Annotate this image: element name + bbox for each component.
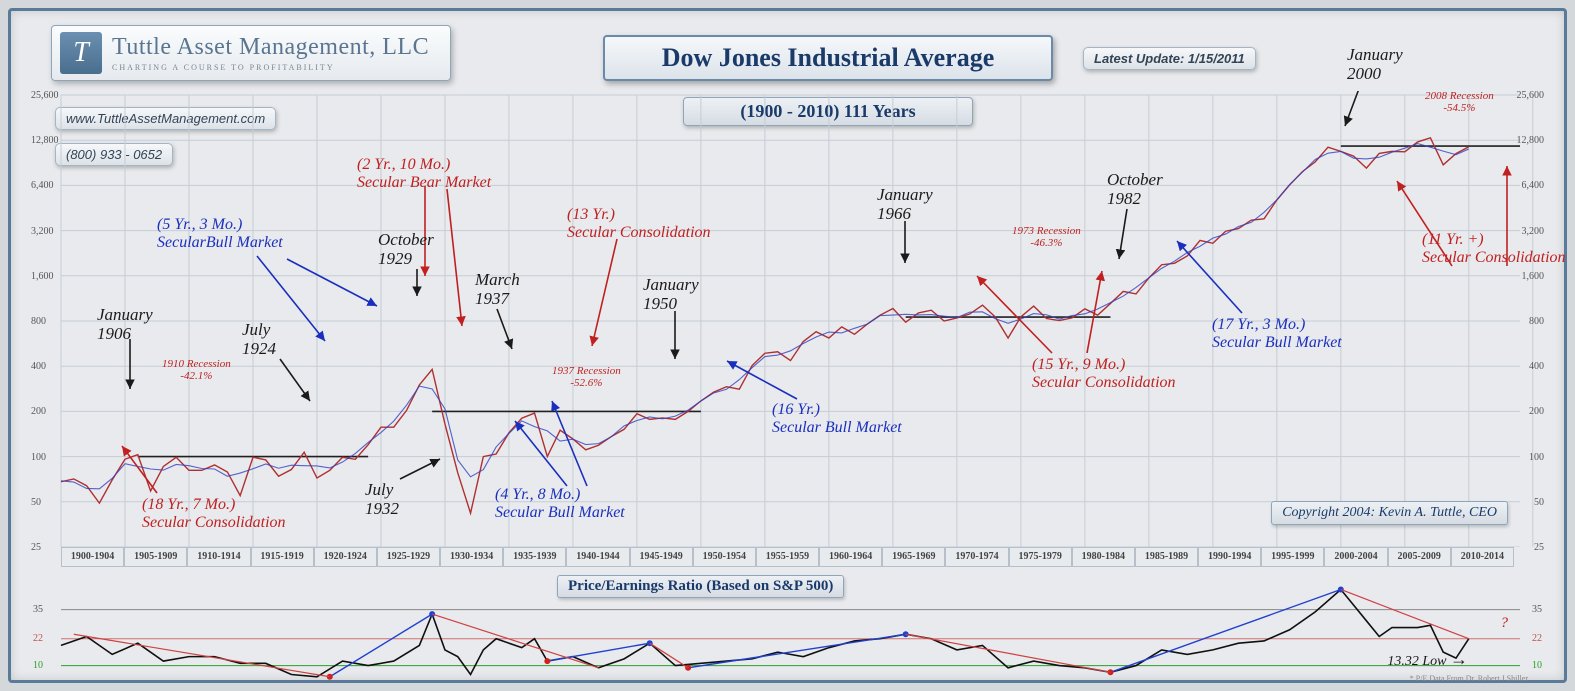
x-axis-band: 1990-1994 <box>1198 547 1261 567</box>
y-tick-left: 200 <box>31 406 46 417</box>
x-axis-band: 1955-1959 <box>756 547 819 567</box>
chart-annotation: (18 Yr., 7 Mo.)Secular Consolidation <box>142 496 286 531</box>
y-tick-right: 100 <box>1529 452 1544 463</box>
brand-name: Tuttle Asset Management, LLC <box>112 34 429 61</box>
pe-y-tick-right: 22 <box>1532 633 1542 644</box>
chart-annotation: July1932 <box>365 481 399 518</box>
chart-annotation: January1950 <box>643 276 699 313</box>
latest-update-badge: Latest Update: 1/15/2011 <box>1083 47 1256 70</box>
x-axis-band: 1945-1949 <box>630 547 693 567</box>
y-tick-left: 400 <box>31 361 46 372</box>
brand-logo-icon: T <box>60 32 102 74</box>
chart-title: Dow Jones Industrial Average <box>611 43 1045 73</box>
x-axis-band: 1950-1954 <box>693 547 756 567</box>
pe-question-mark: ? <box>1501 615 1509 632</box>
pe-low-label: 13.32 Low → <box>1387 649 1468 670</box>
y-tick-left: 3,200 <box>31 226 54 237</box>
y-tick-left: 50 <box>31 497 41 508</box>
chart-annotation: (15 Yr., 9 Mo.)Secular Consolidation <box>1032 356 1176 391</box>
x-axis-band: 1905-1909 <box>124 547 187 567</box>
pe-y-tick-left: 22 <box>33 633 43 644</box>
x-axis-bands: 1900-19041905-19091910-19141915-19191920… <box>61 547 1514 567</box>
chart-annotation: October1982 <box>1107 171 1163 208</box>
chart-annotation: January1966 <box>877 186 933 223</box>
y-tick-left: 6,400 <box>31 180 54 191</box>
chart-annotation: (2 Yr., 10 Mo.)Secular Bear Market <box>357 156 491 191</box>
recession-annotation: 2008 Recession-54.5% <box>1425 91 1494 114</box>
copyright-badge: Copyright 2004: Kevin A. Tuttle, CEO <box>1271 501 1508 525</box>
chart-annotation: (4 Yr., 8 Mo.)Secular Bull Market <box>495 486 625 521</box>
dow-chart: 1900-19041905-19091910-19141915-19191920… <box>27 91 1548 551</box>
x-axis-band: 2005-2009 <box>1388 547 1451 567</box>
y-tick-left: 100 <box>31 452 46 463</box>
pe-chart: Price/Earnings Ratio (Based on S&P 500) … <box>27 579 1548 685</box>
x-axis-band: 1965-1969 <box>882 547 945 567</box>
chart-annotation: March1937 <box>475 271 520 308</box>
x-axis-band: 1920-1924 <box>314 547 377 567</box>
x-axis-band: 1930-1934 <box>440 547 503 567</box>
x-axis-band: 1915-1919 <box>251 547 314 567</box>
chart-title-box: Dow Jones Industrial Average <box>603 35 1053 81</box>
x-axis-band: 2000-2004 <box>1324 547 1387 567</box>
y-tick-right: 6,400 <box>1522 180 1545 191</box>
x-axis-band: 1900-1904 <box>61 547 124 567</box>
y-tick-right: 25 <box>1534 542 1544 553</box>
y-tick-right: 200 <box>1529 406 1544 417</box>
y-tick-right: 1,600 <box>1522 271 1545 282</box>
chart-annotation: January1906 <box>97 306 153 343</box>
recession-annotation: 1973 Recession-46.3% <box>1012 226 1081 249</box>
y-tick-right: 25,600 <box>1517 90 1545 101</box>
chart-annotation: (5 Yr., 3 Mo.)SecularBull Market <box>157 216 283 251</box>
chart-annotation: January2000 <box>1347 46 1403 83</box>
brand-tagline: CHARTING A COURSE TO PROFITABILITY <box>112 63 429 72</box>
y-tick-left: 25 <box>31 542 41 553</box>
chart-annotation: (16 Yr.)Secular Bull Market <box>772 401 902 436</box>
chart-annotation: (11 Yr. +)Secular Consolidation <box>1422 231 1566 266</box>
recession-annotation: 1937 Recession-52.6% <box>552 366 621 389</box>
y-tick-left: 1,600 <box>31 271 54 282</box>
y-tick-left: 800 <box>31 316 46 327</box>
x-axis-band: 1935-1939 <box>503 547 566 567</box>
x-axis-band: 1995-1999 <box>1261 547 1324 567</box>
x-axis-band: 1970-1974 <box>945 547 1008 567</box>
chart-frame: T Tuttle Asset Management, LLC CHARTING … <box>8 8 1567 683</box>
pe-y-tick-left: 10 <box>33 660 43 671</box>
x-axis-band: 1975-1979 <box>1009 547 1072 567</box>
x-axis-band: 1925-1929 <box>377 547 440 567</box>
x-axis-band: 1910-1914 <box>187 547 250 567</box>
recession-annotation: 1910 Recession-42.1% <box>162 359 231 382</box>
x-axis-band: 1940-1944 <box>566 547 629 567</box>
chart-annotation: (17 Yr., 3 Mo.)Secular Bull Market <box>1212 316 1342 351</box>
brand-logo-box: T Tuttle Asset Management, LLC CHARTING … <box>51 25 451 81</box>
pe-footer-note: * P/E Data From Dr. Robert J Shiller <box>1410 674 1528 683</box>
y-tick-right: 400 <box>1529 361 1544 372</box>
y-tick-left: 25,600 <box>31 90 59 101</box>
chart-annotation: (13 Yr.)Secular Consolidation <box>567 206 711 241</box>
y-tick-left: 12,800 <box>31 135 59 146</box>
x-axis-band: 1980-1984 <box>1072 547 1135 567</box>
y-tick-right: 800 <box>1529 316 1544 327</box>
x-axis-band: 1985-1989 <box>1135 547 1198 567</box>
pe-chart-title: Price/Earnings Ratio (Based on S&P 500) <box>557 575 844 598</box>
y-tick-right: 50 <box>1534 497 1544 508</box>
y-tick-right: 12,800 <box>1517 135 1545 146</box>
pe-y-tick-left: 35 <box>33 604 43 615</box>
pe-y-tick-right: 10 <box>1532 660 1542 671</box>
x-axis-band: 2010-2014 <box>1451 547 1514 567</box>
x-axis-band: 1960-1964 <box>819 547 882 567</box>
chart-annotation: July1924 <box>242 321 276 358</box>
chart-annotation: October1929 <box>378 231 434 268</box>
pe-y-tick-right: 35 <box>1532 604 1542 615</box>
